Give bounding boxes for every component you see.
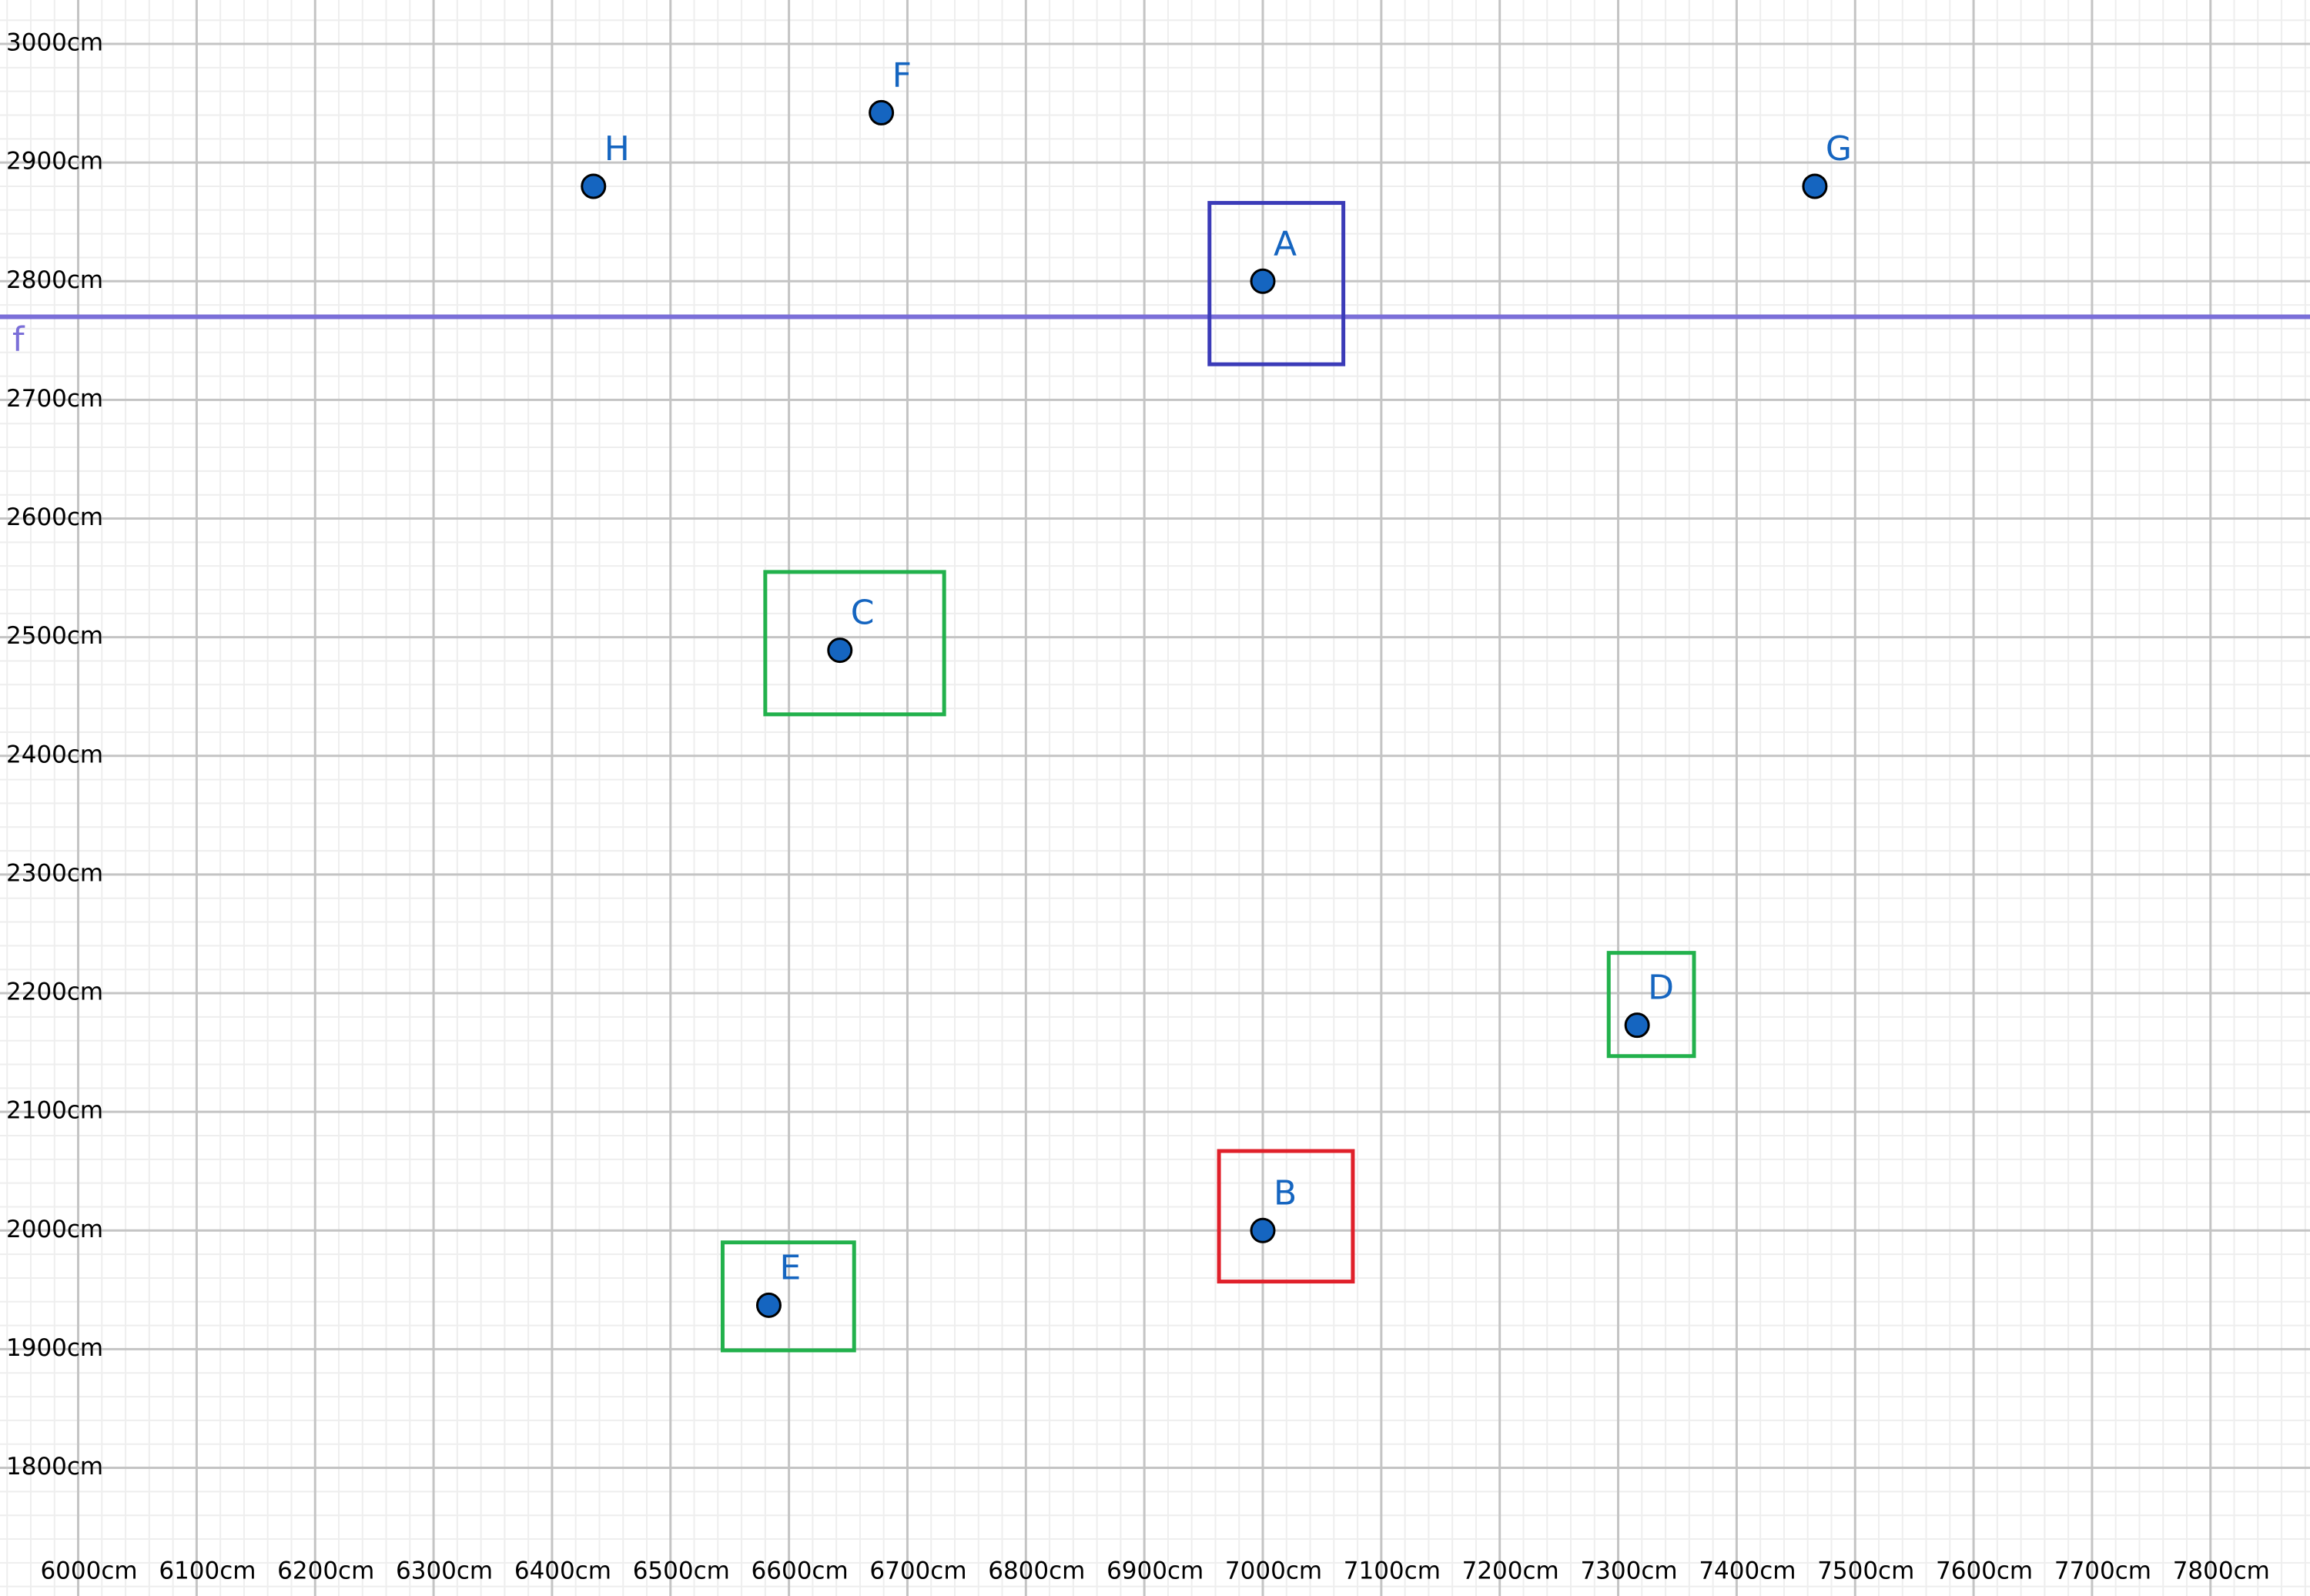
point-label: C — [851, 594, 875, 633]
y-tick-label: 2100cm — [6, 1097, 103, 1125]
rectangle — [1207, 201, 1346, 366]
y-tick-label: 3000cm — [6, 29, 103, 57]
point-label: D — [1648, 969, 1674, 1008]
point — [869, 99, 895, 125]
y-tick-label: 2600cm — [6, 504, 103, 531]
x-tick-label: 6500cm — [633, 1558, 730, 1585]
y-tick-label: 2300cm — [6, 859, 103, 887]
x-tick-label: 7400cm — [1699, 1558, 1796, 1585]
point-label: F — [892, 55, 912, 95]
y-tick-label: 2700cm — [6, 385, 103, 413]
x-tick-label: 6300cm — [396, 1558, 493, 1585]
point — [581, 173, 607, 199]
x-tick-label: 6100cm — [159, 1558, 256, 1585]
point — [1250, 1217, 1276, 1243]
x-tick-label: 6200cm — [277, 1558, 374, 1585]
point-label: G — [1826, 129, 1852, 169]
x-tick-label: 7800cm — [2173, 1558, 2270, 1585]
y-tick-label: 2400cm — [6, 741, 103, 768]
rectangle — [720, 1240, 856, 1353]
x-tick-label: 7000cm — [1225, 1558, 1322, 1585]
rectangle — [1606, 951, 1696, 1059]
x-tick-label: 7700cm — [2054, 1558, 2151, 1585]
line-label: f — [12, 320, 25, 360]
x-tick-label: 7100cm — [1344, 1558, 1441, 1585]
x-tick-label: 6400cm — [514, 1558, 611, 1585]
y-tick-label: 2900cm — [6, 148, 103, 176]
x-tick-label: 6900cm — [1106, 1558, 1204, 1585]
point — [755, 1292, 782, 1318]
y-tick-label: 2000cm — [6, 1216, 103, 1243]
point-label: A — [1274, 224, 1297, 263]
point-label: E — [779, 1248, 801, 1287]
x-tick-label: 6700cm — [869, 1558, 966, 1585]
x-tick-label: 6800cm — [988, 1558, 1085, 1585]
x-tick-label: 7600cm — [1936, 1558, 2033, 1585]
x-tick-label: 7300cm — [1580, 1558, 1677, 1585]
x-tick-label: 6000cm — [40, 1558, 137, 1585]
y-tick-label: 2800cm — [6, 266, 103, 294]
point-label: B — [1274, 1173, 1297, 1213]
y-tick-label: 1800cm — [6, 1453, 103, 1481]
point — [827, 637, 853, 664]
point — [1624, 1012, 1650, 1039]
y-tick-label: 1900cm — [6, 1334, 103, 1362]
point — [1802, 173, 1828, 199]
y-tick-label: 2200cm — [6, 979, 103, 1006]
point — [1250, 268, 1276, 294]
rectangle — [1217, 1149, 1355, 1284]
y-tick-label: 2500cm — [6, 622, 103, 650]
rectangle — [763, 570, 946, 717]
x-tick-label: 7500cm — [1817, 1558, 1914, 1585]
x-tick-label: 6600cm — [752, 1558, 849, 1585]
point-label: H — [604, 129, 630, 169]
x-tick-label: 7200cm — [1462, 1558, 1559, 1585]
